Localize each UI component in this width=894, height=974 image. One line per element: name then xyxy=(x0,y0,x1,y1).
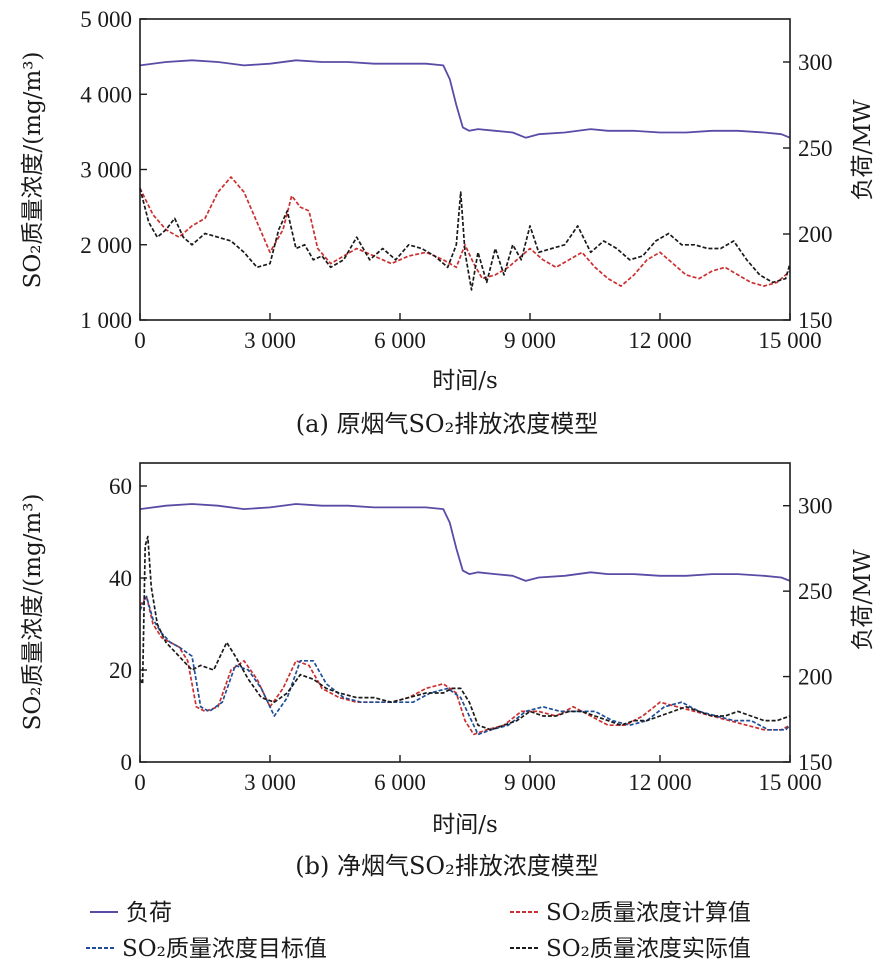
x-tick-label-a-2: 6 000 xyxy=(374,328,426,353)
y-left-tick-label-b-0: 0 xyxy=(121,750,133,775)
series-line-a-2 xyxy=(139,188,791,291)
y-right-tick-label-a-3: 300 xyxy=(798,50,833,75)
series-line-b-1 xyxy=(139,595,791,736)
x-tick-label-a-1: 3 000 xyxy=(244,328,296,353)
ylabel-right-b: 负荷/MW xyxy=(850,549,876,650)
legend: 负荷 SO₂质量浓度计算值 SO₂质量浓度目标值 SO₂质量浓度实际值 xyxy=(86,900,751,962)
y-left-tick-label-a-3: 4 000 xyxy=(80,82,132,107)
y-right-tick-label-a-0: 150 xyxy=(798,308,833,333)
legend-label-actual: SO₂质量浓度实际值 xyxy=(546,936,751,962)
y-right-tick-label-a-2: 250 xyxy=(798,136,833,161)
legend-label-load: 负荷 xyxy=(126,900,172,926)
y-right-tick-label-b-1: 200 xyxy=(798,665,833,690)
legend-label-calculated: SO₂质量浓度计算值 xyxy=(546,900,751,926)
x-tick-label-b-3: 9 000 xyxy=(504,770,556,795)
series-line-a-1 xyxy=(139,176,791,287)
y-right-tick-label-a-1: 200 xyxy=(798,222,833,247)
y-left-tick-label-a-2: 3 000 xyxy=(80,158,132,183)
y-left-tick-label-b-1: 20 xyxy=(109,658,132,683)
legend-item-calculated: SO₂质量浓度计算值 xyxy=(510,900,751,926)
x-tick-label-a-0: 0 xyxy=(134,328,146,353)
x-tick-label-a-3: 9 000 xyxy=(504,328,556,353)
x-tick-label-b-2: 6 000 xyxy=(374,770,426,795)
y-right-tick-label-b-3: 300 xyxy=(798,494,833,519)
panel-b: 0 3 000 6 000 9 000 12 000 15 000 0 20 40 60 150 20… xyxy=(20,462,876,880)
caption-a: (a) 原烟气SO₂排放浓度模型 xyxy=(296,410,598,438)
legend-label-target: SO₂质量浓度目标值 xyxy=(122,936,327,962)
ticks-layer-b: 0 3 000 6 000 9 000 12 000 15 000 0 20 40 60 150 20… xyxy=(109,474,833,795)
series-layer-a xyxy=(139,59,791,291)
y-right-tick-label-b-2: 250 xyxy=(798,579,833,604)
y-left-tick-label-b-2: 40 xyxy=(109,566,132,591)
x-tick-label-b-5: 15 000 xyxy=(758,770,821,795)
x-tick-label-a-4: 12 000 xyxy=(628,328,691,353)
ylabel-left-b: SO₂质量浓度/(mg/m³) xyxy=(20,494,46,731)
x-tick-label-a-5: 15 000 xyxy=(758,328,821,353)
series-line-b-2 xyxy=(139,595,791,736)
y-left-tick-label-a-1: 2 000 xyxy=(80,233,132,258)
series-line-b-0 xyxy=(139,503,791,582)
x-tick-label-b-0: 0 xyxy=(134,770,146,795)
legend-item-target: SO₂质量浓度目标值 xyxy=(86,936,327,962)
y-left-tick-label-b-3: 60 xyxy=(109,474,132,499)
panel-a: 0 3 000 6 000 9 000 12 000 15 000 1 000 2 000 3 … xyxy=(20,7,876,438)
ticks-layer-a: 0 3 000 6 000 9 000 12 000 15 000 1 000 2 000 3 … xyxy=(80,7,832,353)
caption-b: (b) 净烟气SO₂排放浓度模型 xyxy=(295,852,598,880)
series-layer-b xyxy=(139,503,791,736)
y-left-tick-label-a-0: 1 000 xyxy=(80,308,132,333)
series-line-a-0 xyxy=(139,59,791,139)
ylabel-right-a: 负荷/MW xyxy=(850,99,876,200)
x-tick-label-b-1: 3 000 xyxy=(244,770,296,795)
xlabel-b: 时间/s xyxy=(432,812,498,838)
ylabel-left-a: SO₂质量浓度/(mg/m³) xyxy=(20,52,46,289)
series-line-b-3 xyxy=(139,535,791,731)
legend-item-actual: SO₂质量浓度实际值 xyxy=(510,936,751,962)
legend-item-load: 负荷 xyxy=(90,900,172,926)
plot-frame-b xyxy=(139,462,791,763)
y-left-tick-label-a-4: 5 000 xyxy=(80,7,132,32)
y-right-tick-label-b-0: 150 xyxy=(798,750,833,775)
x-tick-label-b-4: 12 000 xyxy=(628,770,691,795)
xlabel-a: 时间/s xyxy=(432,368,498,394)
